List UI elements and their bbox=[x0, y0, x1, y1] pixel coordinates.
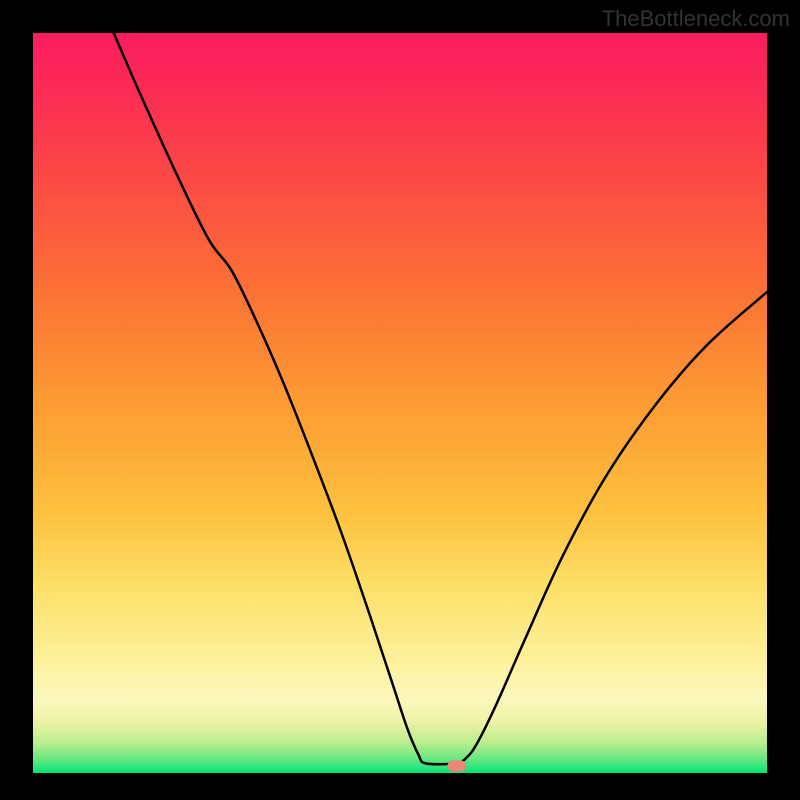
optimum-marker bbox=[447, 761, 466, 772]
bottleneck-curve bbox=[33, 33, 767, 773]
chart-frame: TheBottleneck.com bbox=[0, 0, 800, 800]
watermark-text: TheBottleneck.com bbox=[602, 6, 790, 32]
plot-area bbox=[33, 33, 767, 773]
